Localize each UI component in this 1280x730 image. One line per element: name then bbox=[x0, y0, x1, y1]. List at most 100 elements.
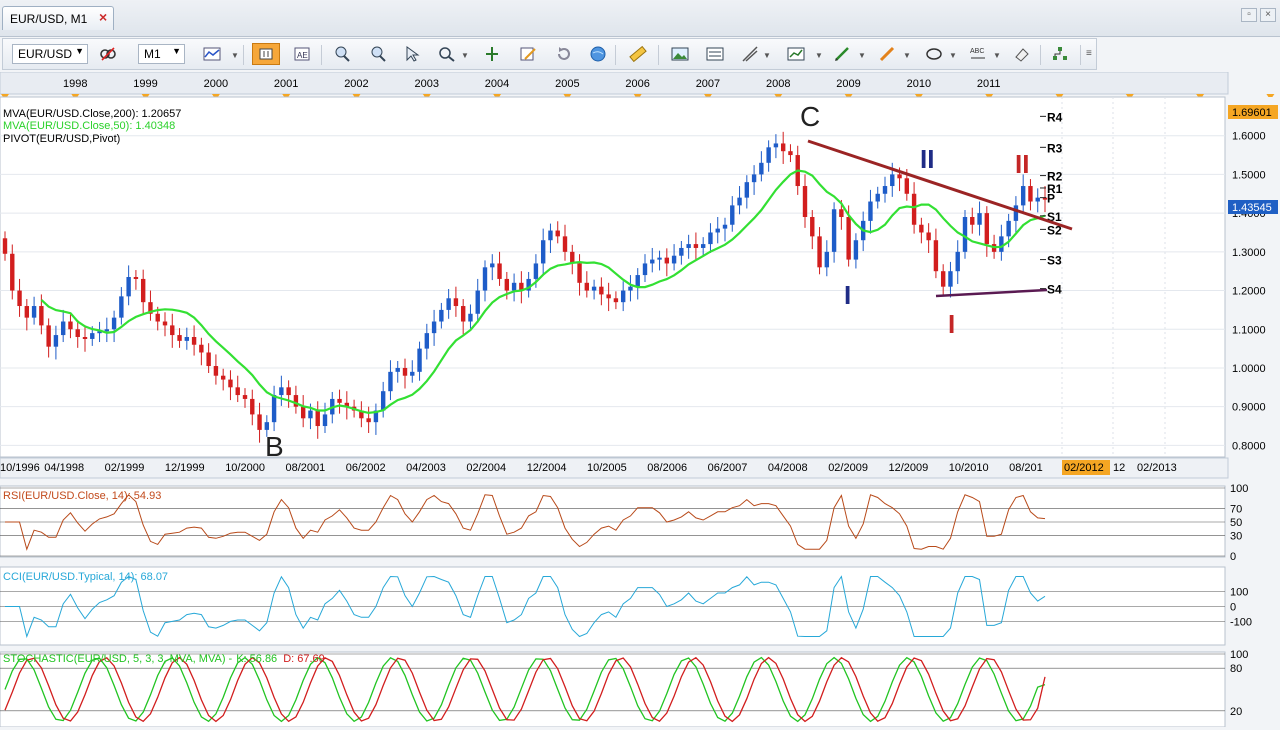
chevron-down-icon[interactable]: ▼ bbox=[858, 51, 866, 60]
tab-close-icon[interactable]: × bbox=[99, 9, 108, 25]
candle-body bbox=[744, 182, 750, 198]
eraser-icon[interactable] bbox=[1013, 45, 1031, 63]
chevron-down-icon[interactable]: ▼ bbox=[763, 51, 771, 60]
cci-pane bbox=[0, 566, 1226, 646]
indicator-tick: 70 bbox=[1230, 503, 1242, 515]
price-tick: 0.9000 bbox=[1232, 402, 1266, 414]
candle-body bbox=[293, 395, 299, 407]
price-tick: 1.2000 bbox=[1232, 286, 1266, 298]
chevron-down-icon[interactable]: ▼ bbox=[461, 51, 469, 60]
year-label: 1999 bbox=[133, 78, 157, 90]
trendline-resistance[interactable] bbox=[807, 139, 1073, 231]
svg-text:ABC: ABC bbox=[970, 48, 984, 55]
cursor-icon[interactable] bbox=[403, 45, 421, 63]
candle-body bbox=[431, 321, 437, 334]
bars-mode-icon[interactable]: AE bbox=[293, 45, 311, 63]
candle-body bbox=[780, 143, 786, 152]
globe-icon[interactable] bbox=[589, 45, 607, 63]
chevron-down-icon[interactable]: ▼ bbox=[231, 51, 239, 60]
stochastic-d-line bbox=[4, 656, 1046, 723]
timeframe-select[interactable]: M1 ▼ bbox=[138, 44, 185, 64]
candle-body bbox=[620, 290, 626, 303]
symbol-value: EUR/USD bbox=[18, 47, 73, 61]
candle-body bbox=[657, 257, 662, 260]
candle-body bbox=[664, 257, 670, 264]
close-window-icon[interactable]: × bbox=[1260, 8, 1276, 22]
magnifier-icon[interactable] bbox=[438, 45, 456, 63]
line-tool-icon[interactable] bbox=[741, 45, 759, 63]
chevron-down-icon[interactable]: ▼ bbox=[815, 51, 823, 60]
chevron-down-icon[interactable]: ▼ bbox=[993, 51, 1001, 60]
date-tick: 04/2008 bbox=[768, 462, 808, 474]
refresh-icon[interactable] bbox=[555, 45, 573, 63]
chart-type-icon[interactable] bbox=[203, 45, 221, 63]
zoom-in-icon[interactable] bbox=[333, 45, 351, 63]
picture-icon[interactable] bbox=[671, 45, 689, 63]
chart-tab[interactable]: EUR/USD, M1 × bbox=[2, 6, 114, 30]
layout-icon[interactable] bbox=[1051, 45, 1069, 63]
candle-body bbox=[940, 271, 946, 287]
ellipse-tool-icon[interactable] bbox=[925, 45, 943, 63]
candle-body bbox=[773, 143, 779, 148]
indicator-tick: 100 bbox=[1230, 587, 1248, 599]
indicator-tick: 0 bbox=[1230, 602, 1236, 614]
trendline-support[interactable] bbox=[935, 288, 1048, 298]
wave-label-c: C bbox=[800, 101, 820, 132]
candle-body bbox=[271, 395, 277, 423]
stochastic-k-line bbox=[4, 656, 1046, 723]
toolbar-divider bbox=[1080, 45, 1081, 65]
crosshair-icon[interactable] bbox=[483, 45, 501, 63]
year-label: 2005 bbox=[555, 78, 579, 90]
chevron-down-icon[interactable]: ▼ bbox=[949, 51, 957, 60]
zoom-out-icon[interactable] bbox=[369, 45, 387, 63]
candle-body bbox=[686, 244, 691, 248]
pivot-label: P bbox=[1047, 192, 1055, 206]
candle-body bbox=[446, 298, 451, 310]
candle-body bbox=[17, 290, 22, 307]
edit-chart-icon[interactable] bbox=[519, 45, 537, 63]
pencil-icon[interactable] bbox=[833, 45, 851, 63]
candle-body bbox=[344, 402, 350, 407]
toolbar-overflow-icon[interactable]: ≡ bbox=[1086, 48, 1092, 59]
candle-body bbox=[977, 213, 982, 225]
candle-body bbox=[155, 313, 160, 322]
restore-window-icon[interactable]: ▫ bbox=[1241, 8, 1257, 22]
indicator-icon[interactable] bbox=[787, 45, 805, 63]
tab-title: EUR/USD, M1 bbox=[10, 12, 88, 26]
candle-body bbox=[831, 209, 837, 252]
date-tick: 02/1999 bbox=[105, 462, 145, 474]
cci-line bbox=[5, 575, 1046, 639]
future-date-label-2: 02/2013 bbox=[1137, 462, 1177, 474]
future-date-label-1: 12 bbox=[1113, 462, 1125, 474]
price-chart[interactable]: 1998 1999 2000 2001 2002 2003 2004 2005 2006 2007… bbox=[0, 71, 1280, 728]
candle-body bbox=[839, 209, 844, 217]
chart-area[interactable]: 1998 1999 2000 2001 2002 2003 2004 2005 2006 2007… bbox=[0, 71, 1280, 728]
toolbar-divider bbox=[321, 45, 322, 65]
pivot-label: R1 bbox=[1047, 182, 1063, 196]
candle-body bbox=[715, 228, 720, 233]
chevron-down-icon[interactable]: ▼ bbox=[903, 51, 911, 60]
candles-mode-icon[interactable] bbox=[252, 43, 280, 65]
symbol-link-icon[interactable] bbox=[99, 45, 117, 63]
cci-label: CCI(EUR/USD.Typical, 14): 68.07 bbox=[3, 571, 168, 583]
ruler-icon[interactable] bbox=[629, 45, 647, 63]
text-tool-icon[interactable]: ABC bbox=[969, 45, 987, 63]
candle-body bbox=[497, 263, 502, 279]
candle-body bbox=[759, 162, 764, 175]
candle-body bbox=[133, 277, 139, 279]
candle-body bbox=[424, 333, 430, 349]
ma50-label: MVA(EUR/USD.Close,50): 1.40348 bbox=[3, 120, 175, 132]
candle-body bbox=[315, 410, 320, 427]
candle-body bbox=[846, 217, 851, 260]
symbol-select[interactable]: EUR/USD ▼ bbox=[12, 44, 88, 64]
candle-body bbox=[533, 263, 539, 279]
template-icon[interactable] bbox=[706, 45, 724, 63]
pivot-label: S4 bbox=[1047, 283, 1062, 297]
candle-body bbox=[1028, 186, 1033, 202]
color-pen-icon[interactable] bbox=[878, 45, 896, 63]
date-tick: 04/1998 bbox=[44, 462, 84, 474]
year-label: 1998 bbox=[63, 78, 87, 90]
wave-label-ii-blue: II bbox=[920, 144, 934, 174]
top-price-tag bbox=[1228, 105, 1278, 119]
price-tick: 0.8000 bbox=[1232, 440, 1266, 452]
